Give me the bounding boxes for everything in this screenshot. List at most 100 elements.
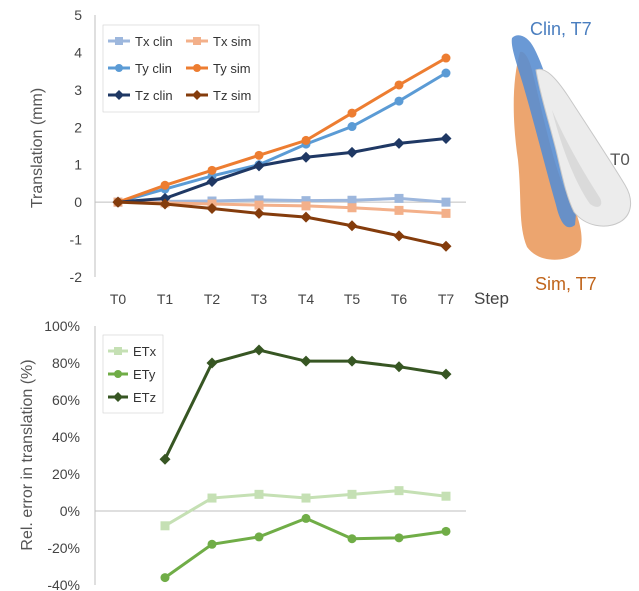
- data-point: [206, 357, 218, 369]
- data-point: [254, 489, 264, 499]
- legend-marker: [114, 370, 122, 378]
- data-point: [112, 196, 124, 208]
- legend-label: Tx sim: [213, 34, 251, 49]
- data-point: [300, 355, 312, 367]
- legend-label: Tz clin: [135, 88, 173, 103]
- y-tick-label: 0: [74, 194, 82, 210]
- legend-item-ty-sim: Ty sim: [186, 61, 251, 76]
- legend-marker: [115, 64, 123, 72]
- tooth-t0-shape: [535, 68, 632, 227]
- legend-label: ETx: [133, 344, 157, 359]
- data-point: [394, 486, 404, 496]
- data-point: [160, 180, 170, 190]
- series-line: [164, 516, 447, 579]
- y-tick-label: 20%: [52, 466, 80, 482]
- data-point: [440, 368, 452, 380]
- series-tz-clin: [112, 133, 452, 208]
- data-point: [393, 230, 405, 242]
- bottom-axes: [94, 326, 466, 585]
- data-point: [394, 80, 404, 90]
- legend-item-tx-clin: Tx clin: [108, 34, 173, 49]
- data-point: [440, 240, 452, 252]
- x-tick-label: T4: [298, 291, 315, 307]
- data-point: [440, 133, 452, 145]
- y-tick-label: 3: [74, 82, 82, 98]
- data-point: [301, 135, 311, 145]
- legend-label: Tx clin: [135, 34, 173, 49]
- data-point: [394, 205, 404, 215]
- legend-marker: [114, 347, 122, 355]
- data-point: [347, 489, 357, 499]
- data-point: [441, 53, 451, 63]
- bottom-y-tick-labels: -40% -20% 0% 20% 40% 60% 80% 100%: [44, 318, 80, 591]
- legend-marker: [113, 392, 123, 402]
- y-tick-label: 2: [74, 119, 82, 135]
- top-x-tick-labels: T0 T1 T2 T3 T4 T5 T6 T7: [110, 291, 455, 307]
- sim-t7-label: Sim, T7: [535, 274, 597, 294]
- data-point: [253, 344, 265, 356]
- x-tick-label: T0: [110, 291, 127, 307]
- y-tick-label: 0%: [60, 503, 80, 519]
- legend-marker: [115, 37, 123, 45]
- series-line: [117, 200, 447, 248]
- series-line: [117, 137, 447, 204]
- t0-label: T0: [610, 150, 630, 169]
- tooth-clin-shape: [511, 35, 577, 228]
- y-tick-label: -40%: [47, 577, 80, 591]
- translation-chart: -2 -1 0 1 2 3 4 5 T0 T1 T2 T3 T4 T5 T6 T7 Translation …: [29, 7, 509, 308]
- y-tick-label: 5: [74, 7, 82, 23]
- data-point: [347, 534, 357, 544]
- data-point: [441, 197, 451, 207]
- data-point: [346, 220, 358, 232]
- y-tick-label: 40%: [52, 429, 80, 445]
- data-point: [160, 573, 170, 583]
- data-point: [254, 200, 264, 210]
- tooth-t0-shading: [552, 110, 602, 207]
- data-point: [301, 513, 311, 523]
- legend-label: Ty sim: [213, 61, 251, 76]
- x-tick-label: T3: [251, 291, 268, 307]
- series-ety: [160, 513, 451, 583]
- legend-marker: [192, 90, 202, 100]
- series-line: [117, 196, 447, 204]
- data-point: [346, 355, 358, 367]
- data-point: [393, 361, 405, 373]
- x-tick-label: T2: [204, 291, 221, 307]
- data-point: [254, 150, 264, 160]
- legend-item-tz-clin: Tz clin: [108, 88, 173, 103]
- data-point: [394, 533, 404, 543]
- data-point: [347, 122, 357, 132]
- data-point: [206, 203, 218, 215]
- bottom-legend: ETx ETy ETz: [102, 334, 164, 414]
- legend-marker: [193, 37, 201, 45]
- data-point: [441, 208, 451, 218]
- top-x-axis-label: Step: [474, 289, 509, 308]
- top-y-axis-label: Translation (mm): [29, 88, 46, 208]
- data-point: [207, 165, 217, 175]
- data-point: [254, 195, 264, 205]
- data-point: [254, 532, 264, 542]
- series-tz-sim: [112, 196, 452, 252]
- data-point: [159, 453, 171, 465]
- data-point: [159, 192, 171, 204]
- series-line: [117, 71, 447, 204]
- data-point: [346, 146, 358, 158]
- clin-t7-label: Clin, T7: [530, 19, 592, 39]
- tooth-illustration: Clin, T7 T0 Sim, T7: [511, 19, 632, 294]
- data-point: [394, 96, 404, 106]
- data-point: [301, 201, 311, 211]
- data-point: [207, 493, 217, 503]
- data-point: [160, 521, 170, 531]
- data-point: [394, 193, 404, 203]
- legend-label: ETz: [133, 390, 156, 405]
- error-chart: -40% -20% 0% 20% 40% 60% 80% 100% Rel. error in…: [19, 318, 466, 591]
- x-tick-label: T1: [157, 291, 174, 307]
- y-tick-label: 100%: [44, 318, 80, 334]
- data-point: [300, 151, 312, 163]
- data-point: [347, 195, 357, 205]
- legend-item-ty-clin: Ty clin: [108, 61, 172, 76]
- top-series: [112, 53, 452, 252]
- y-tick-label: 80%: [52, 355, 80, 371]
- data-point: [441, 526, 451, 536]
